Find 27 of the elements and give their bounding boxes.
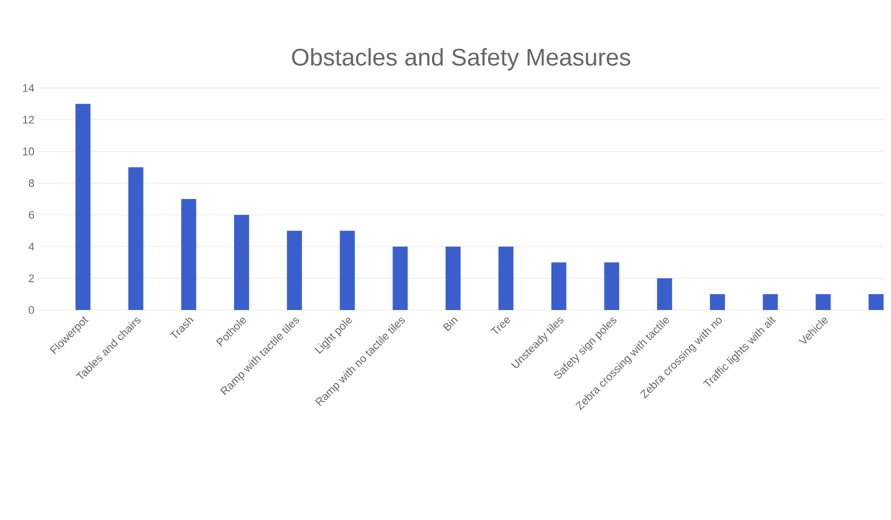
y-tick-label: 6 bbox=[28, 210, 34, 219]
x-tick-label: Tree bbox=[490, 317, 510, 334]
x-tick-label: Bin bbox=[442, 318, 458, 332]
bar bbox=[446, 246, 461, 310]
y-tick-label: 12 bbox=[23, 116, 34, 124]
bar bbox=[234, 214, 250, 310]
bar bbox=[340, 230, 355, 310]
y-tick-label: 0 bbox=[28, 306, 34, 314]
bar bbox=[762, 294, 778, 310]
bar bbox=[128, 167, 144, 310]
bar bbox=[75, 104, 90, 310]
bar bbox=[657, 278, 672, 310]
bar bbox=[181, 199, 196, 310]
bar bbox=[816, 294, 831, 310]
y-tick-label: 2 bbox=[28, 274, 34, 282]
bar bbox=[710, 294, 725, 310]
bar bbox=[392, 246, 408, 310]
y-tick-label: 8 bbox=[28, 179, 34, 188]
y-tick-label: 14 bbox=[23, 84, 34, 92]
bar bbox=[498, 246, 514, 310]
bar bbox=[551, 262, 566, 310]
bar bbox=[868, 294, 884, 310]
y-tick-label: 4 bbox=[28, 242, 34, 250]
bar bbox=[286, 230, 302, 310]
bar bbox=[604, 262, 620, 310]
y-tick-label: 10 bbox=[23, 148, 34, 156]
chart-title: Obstacles and Safety Measures bbox=[292, 48, 630, 70]
